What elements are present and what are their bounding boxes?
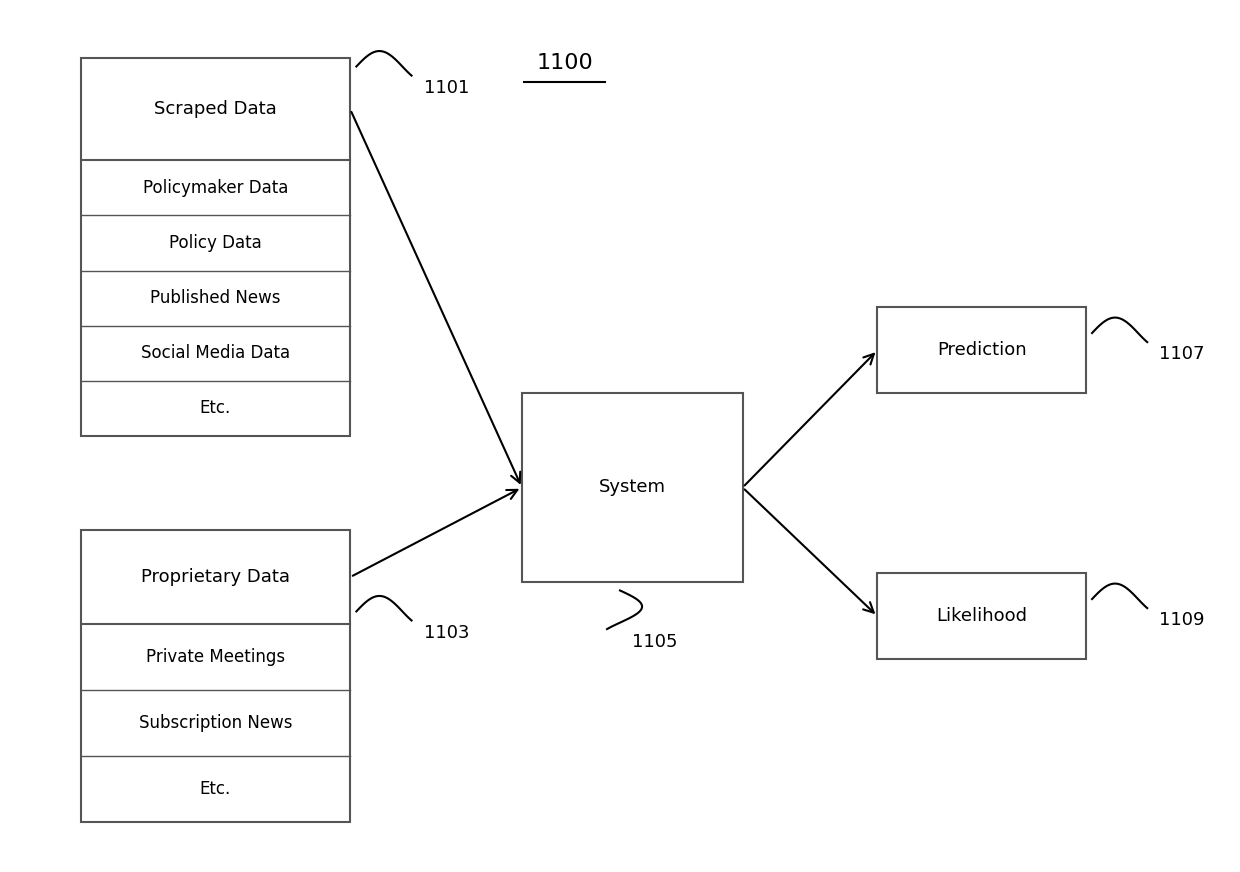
FancyBboxPatch shape (522, 393, 743, 582)
FancyBboxPatch shape (81, 58, 350, 436)
Text: Policymaker Data: Policymaker Data (143, 179, 288, 197)
Text: Subscription News: Subscription News (139, 714, 293, 732)
Text: 1107: 1107 (1159, 345, 1205, 364)
Text: Social Media Data: Social Media Data (141, 344, 290, 362)
Text: Etc.: Etc. (200, 399, 231, 418)
Text: 1109: 1109 (1159, 611, 1205, 630)
Text: Private Meetings: Private Meetings (146, 648, 285, 666)
Text: 1101: 1101 (424, 79, 469, 97)
Text: 1103: 1103 (424, 623, 469, 642)
Text: 1105: 1105 (632, 633, 678, 651)
Text: Likelihood: Likelihood (936, 607, 1027, 625)
Text: Published News: Published News (150, 290, 280, 307)
Text: Policy Data: Policy Data (169, 234, 262, 252)
Text: Proprietary Data: Proprietary Data (141, 568, 290, 586)
FancyBboxPatch shape (878, 573, 1086, 659)
Text: Prediction: Prediction (937, 341, 1027, 359)
Text: Scraped Data: Scraped Data (154, 100, 277, 119)
Text: System: System (599, 479, 666, 496)
FancyBboxPatch shape (81, 530, 350, 822)
FancyBboxPatch shape (878, 307, 1086, 393)
Text: 1100: 1100 (537, 52, 593, 72)
Text: Etc.: Etc. (200, 780, 231, 798)
